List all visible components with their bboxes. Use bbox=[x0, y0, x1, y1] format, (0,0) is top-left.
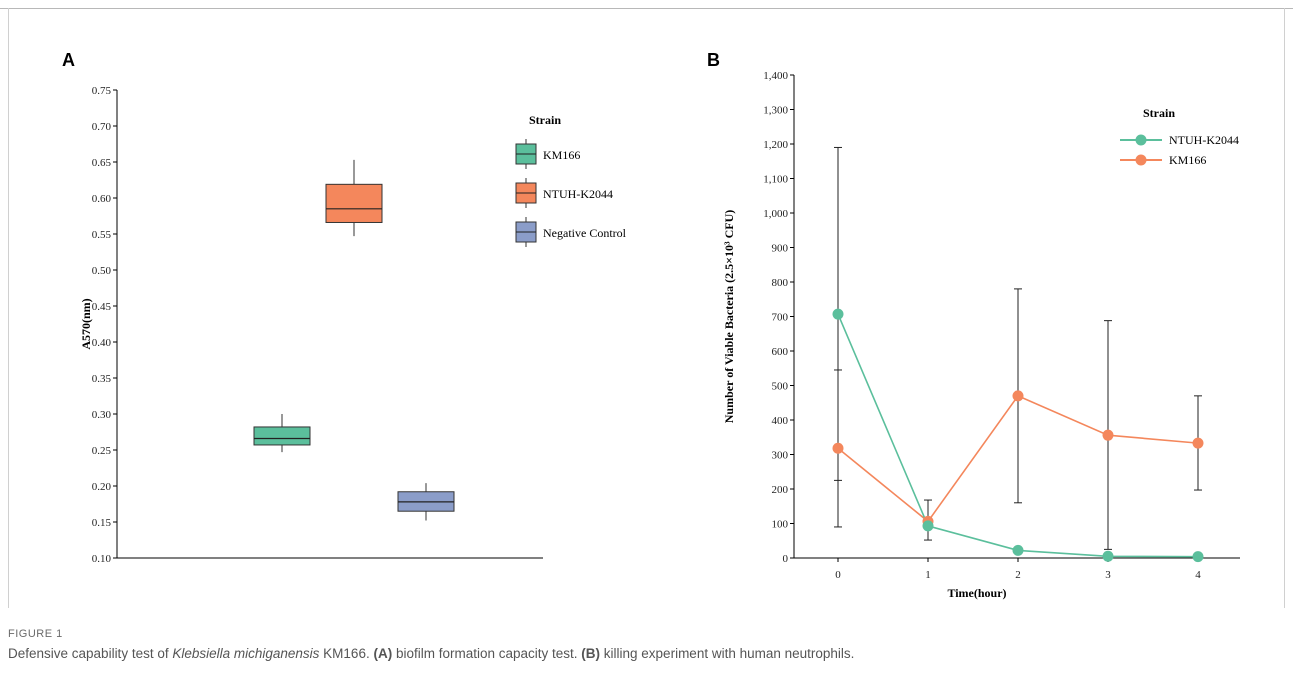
panel-a-boxplot: 0.10 0.15 0.20 0.25 0.30 0.35 0.40 0.45 0.50 0.55… bbox=[79, 85, 627, 565]
legend-title: Strain bbox=[529, 113, 561, 127]
data-point bbox=[1012, 544, 1024, 556]
y-axis-title: Number of Viable Bacteria (2.5×10³ CFU) bbox=[722, 210, 736, 424]
y-tick-label: 200 bbox=[772, 484, 789, 496]
y-tick-label: 500 bbox=[772, 381, 789, 393]
y-tick-label: 100 bbox=[772, 519, 789, 531]
legend-label: KM166 bbox=[543, 148, 580, 162]
data-point bbox=[1012, 390, 1024, 402]
legend-marker bbox=[1135, 134, 1147, 146]
data-point bbox=[922, 520, 934, 532]
x-axis-title: Time(hour) bbox=[947, 586, 1006, 600]
y-tick-label: 0.25 bbox=[92, 445, 112, 457]
y-axis-title: A570(nm) bbox=[79, 298, 93, 349]
y-tick-label: 0.20 bbox=[92, 481, 112, 493]
caption-part: Defensive capability test of bbox=[8, 646, 173, 661]
legend-marker bbox=[1135, 154, 1147, 166]
y-tick-label: 800 bbox=[772, 277, 789, 289]
y-tick-label: 900 bbox=[772, 243, 789, 255]
x-tick-label: 3 bbox=[1105, 569, 1111, 581]
data-point bbox=[832, 442, 844, 454]
y-tick-label: 0.40 bbox=[92, 337, 112, 349]
panel-b-linechart: 0 100 200 300 400 500 600 700 800 900 1,000 1,100 1,… bbox=[722, 70, 1240, 600]
data-point bbox=[1192, 437, 1204, 449]
y-tick-label: 400 bbox=[772, 415, 789, 427]
caption-ref-a: (A) bbox=[373, 646, 393, 661]
y-tick-label: 0.65 bbox=[92, 157, 112, 169]
legend-label: NTUH-K2044 bbox=[543, 187, 613, 201]
frame-left-border bbox=[8, 8, 9, 608]
caption-text: Defensive capability test of Klebsiella … bbox=[8, 646, 854, 661]
y-tick-label: 300 bbox=[772, 450, 789, 462]
legend-title: Strain bbox=[1143, 106, 1175, 120]
y-tick-label: 0.45 bbox=[92, 301, 112, 313]
y-tick-label: 0.30 bbox=[92, 409, 112, 421]
data-point bbox=[1102, 429, 1114, 441]
figure-frame bbox=[0, 8, 1293, 690]
y-tick-label: 0 bbox=[783, 553, 789, 565]
x-tick-label: 2 bbox=[1015, 569, 1021, 581]
figure-caption: FIGURE 1 Defensive capability test of Kl… bbox=[8, 628, 854, 661]
y-tick-label: 0.70 bbox=[92, 121, 112, 133]
y-tick-label: 0.60 bbox=[92, 193, 112, 205]
y-tick-label: 1,000 bbox=[763, 208, 788, 220]
figure-canvas: A B 0.10 0.15 0.20 0.25 0.30 0.35 0.40 0.45 0.50… bbox=[62, 50, 1240, 600]
y-tick-label: 700 bbox=[772, 312, 789, 324]
x-tick-label: 1 bbox=[925, 569, 931, 581]
frame-right-border bbox=[1284, 8, 1285, 608]
caption-part: biofilm formation capacity test. bbox=[392, 646, 582, 661]
y-tick-label: 600 bbox=[772, 346, 789, 358]
y-tick-label: 1,400 bbox=[763, 70, 788, 82]
caption-ref-b: (B) bbox=[581, 646, 601, 661]
y-tick-label: 1,300 bbox=[763, 105, 788, 117]
x-tick-label: 0 bbox=[835, 569, 841, 581]
y-tick-label: 0.75 bbox=[92, 85, 112, 97]
caption-figure-label: FIGURE 1 bbox=[8, 628, 63, 640]
y-tick-label: 0.55 bbox=[92, 229, 112, 241]
y-tick-label: 0.15 bbox=[92, 517, 112, 529]
data-point bbox=[1102, 550, 1114, 562]
box-0 bbox=[253, 426, 311, 446]
data-point bbox=[832, 308, 844, 320]
panel-a-letter: A bbox=[62, 50, 75, 70]
y-tick-label: 1,200 bbox=[763, 139, 788, 151]
data-point bbox=[1192, 551, 1204, 563]
y-tick-label: 0.35 bbox=[92, 373, 112, 385]
box-1 bbox=[325, 183, 383, 223]
y-tick-label: 0.50 bbox=[92, 265, 112, 277]
legend-label: NTUH-K2044 bbox=[1169, 133, 1239, 147]
panel-b-letter: B bbox=[707, 50, 720, 70]
caption-part: killing experiment with human neutrophil… bbox=[600, 646, 855, 661]
caption-part: KM166. bbox=[319, 646, 374, 661]
x-tick-label: 4 bbox=[1195, 569, 1201, 581]
legend-label: KM166 bbox=[1169, 153, 1206, 167]
y-tick-label: 0.10 bbox=[92, 553, 112, 565]
caption-species: Klebsiella michiganensis bbox=[172, 646, 320, 661]
legend-label: Negative Control bbox=[543, 226, 627, 240]
y-tick-label: 1,100 bbox=[763, 174, 788, 186]
